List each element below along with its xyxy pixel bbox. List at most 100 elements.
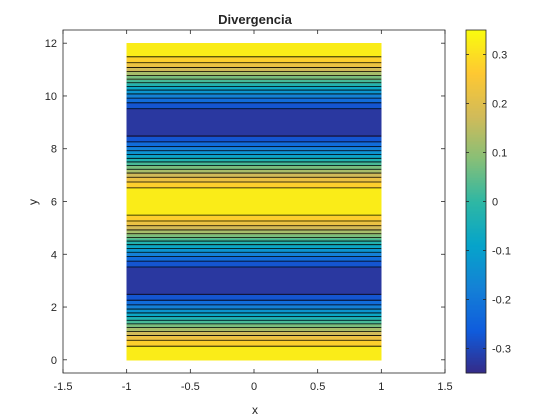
contour-band xyxy=(126,84,382,86)
colorbar-segment xyxy=(466,312,486,316)
contour-band xyxy=(126,217,382,220)
contour-band xyxy=(126,215,382,217)
contour-band xyxy=(126,227,382,230)
colorbar-segment xyxy=(466,275,486,278)
contour-band xyxy=(126,353,382,356)
contour-band xyxy=(126,133,382,135)
contour-band xyxy=(126,138,382,140)
contour-band xyxy=(126,316,382,319)
contour-band xyxy=(126,228,382,230)
contour-band xyxy=(126,237,382,240)
contour-band xyxy=(126,65,382,67)
contour-band xyxy=(126,266,382,269)
contour-band xyxy=(126,101,382,103)
contour-band xyxy=(126,60,382,62)
contour-band xyxy=(126,155,382,158)
contour-band xyxy=(126,46,382,48)
x-tick-label: -1.5 xyxy=(54,381,73,393)
colorbar-segment xyxy=(466,240,486,244)
contour-band xyxy=(126,254,382,256)
contour-band xyxy=(126,112,382,114)
colorbar-segment xyxy=(466,194,486,197)
contour-band xyxy=(126,341,382,343)
contour-band xyxy=(126,72,382,75)
colorbar-segment xyxy=(466,107,486,110)
contour-band xyxy=(126,241,382,243)
contour-band xyxy=(126,349,382,352)
contour-band xyxy=(126,84,382,87)
colorbar-segment xyxy=(466,369,486,372)
contour-band xyxy=(126,108,382,110)
contour-band xyxy=(126,163,382,166)
contour-band xyxy=(126,329,382,331)
contour-band xyxy=(126,87,382,89)
contour-band xyxy=(126,116,382,118)
contour-band xyxy=(126,305,382,307)
contour-band xyxy=(126,246,382,248)
contour-band xyxy=(126,171,382,173)
x-axis: -1.5 -1 -0.5 0 0.5 1 1.5 xyxy=(54,30,453,393)
contour-band xyxy=(126,309,382,311)
contour-band xyxy=(126,147,382,149)
contour-band xyxy=(126,170,382,172)
colorbar-segment xyxy=(466,335,486,338)
colorbar-segment xyxy=(466,72,486,76)
contour-band xyxy=(126,119,382,121)
y-tick-label: 0 xyxy=(51,355,57,367)
colorbar-segment xyxy=(466,114,486,117)
contour-band xyxy=(126,208,382,211)
contour-band xyxy=(126,111,382,113)
contour-band xyxy=(126,120,382,122)
contour-band xyxy=(126,86,382,88)
colorbar-segment xyxy=(466,299,486,302)
contour-band xyxy=(126,142,382,145)
colorbar-tick-label: 0.1 xyxy=(492,148,507,160)
contour-lines xyxy=(126,56,382,347)
contour-band xyxy=(126,123,382,125)
colorbar-segment xyxy=(466,62,486,65)
contour-band xyxy=(126,43,382,45)
contour-band xyxy=(126,122,382,124)
colorbar-segment xyxy=(466,57,486,60)
contour-band xyxy=(126,118,382,120)
colorbar-segment xyxy=(466,187,486,191)
contour-band xyxy=(126,303,382,305)
contour-band xyxy=(126,224,382,226)
colorbar-segment xyxy=(466,119,486,122)
contour-band xyxy=(126,245,382,247)
colorbar-segment xyxy=(466,134,486,137)
contour-band xyxy=(126,294,382,296)
colorbar-segment xyxy=(466,280,486,283)
contour-band xyxy=(126,273,382,275)
contour-band xyxy=(126,93,382,96)
colorbar-segment xyxy=(466,333,486,336)
contour-band xyxy=(126,111,382,114)
contour-band xyxy=(126,198,382,201)
contour-band xyxy=(126,320,382,322)
colorbar-segment xyxy=(466,90,486,93)
contour-band xyxy=(126,254,382,257)
colorbar-tick-label: 0.3 xyxy=(492,50,507,62)
contour-band xyxy=(126,179,382,181)
colorbar-segment xyxy=(466,225,486,228)
colorbar-segment xyxy=(466,172,486,175)
colorbar-segment xyxy=(466,259,486,263)
contour-band xyxy=(126,53,382,56)
colorbar-segment xyxy=(466,318,486,321)
colorbar-segment xyxy=(466,256,486,259)
contour-band xyxy=(126,99,382,102)
contour-band xyxy=(126,95,382,97)
contour-band xyxy=(126,212,382,214)
colorbar-segment xyxy=(466,165,486,168)
contour-band xyxy=(126,204,382,206)
contour-band xyxy=(126,64,382,66)
contour-band xyxy=(126,175,382,177)
colorbar-segment xyxy=(466,160,486,163)
contour-band xyxy=(126,107,382,109)
contour-band xyxy=(126,263,382,265)
colorbar-segment xyxy=(466,258,486,261)
contour-band xyxy=(126,202,382,204)
colorbar-segment xyxy=(466,191,486,194)
colorbar-segment xyxy=(466,251,486,254)
colorbar-segment xyxy=(466,330,486,333)
